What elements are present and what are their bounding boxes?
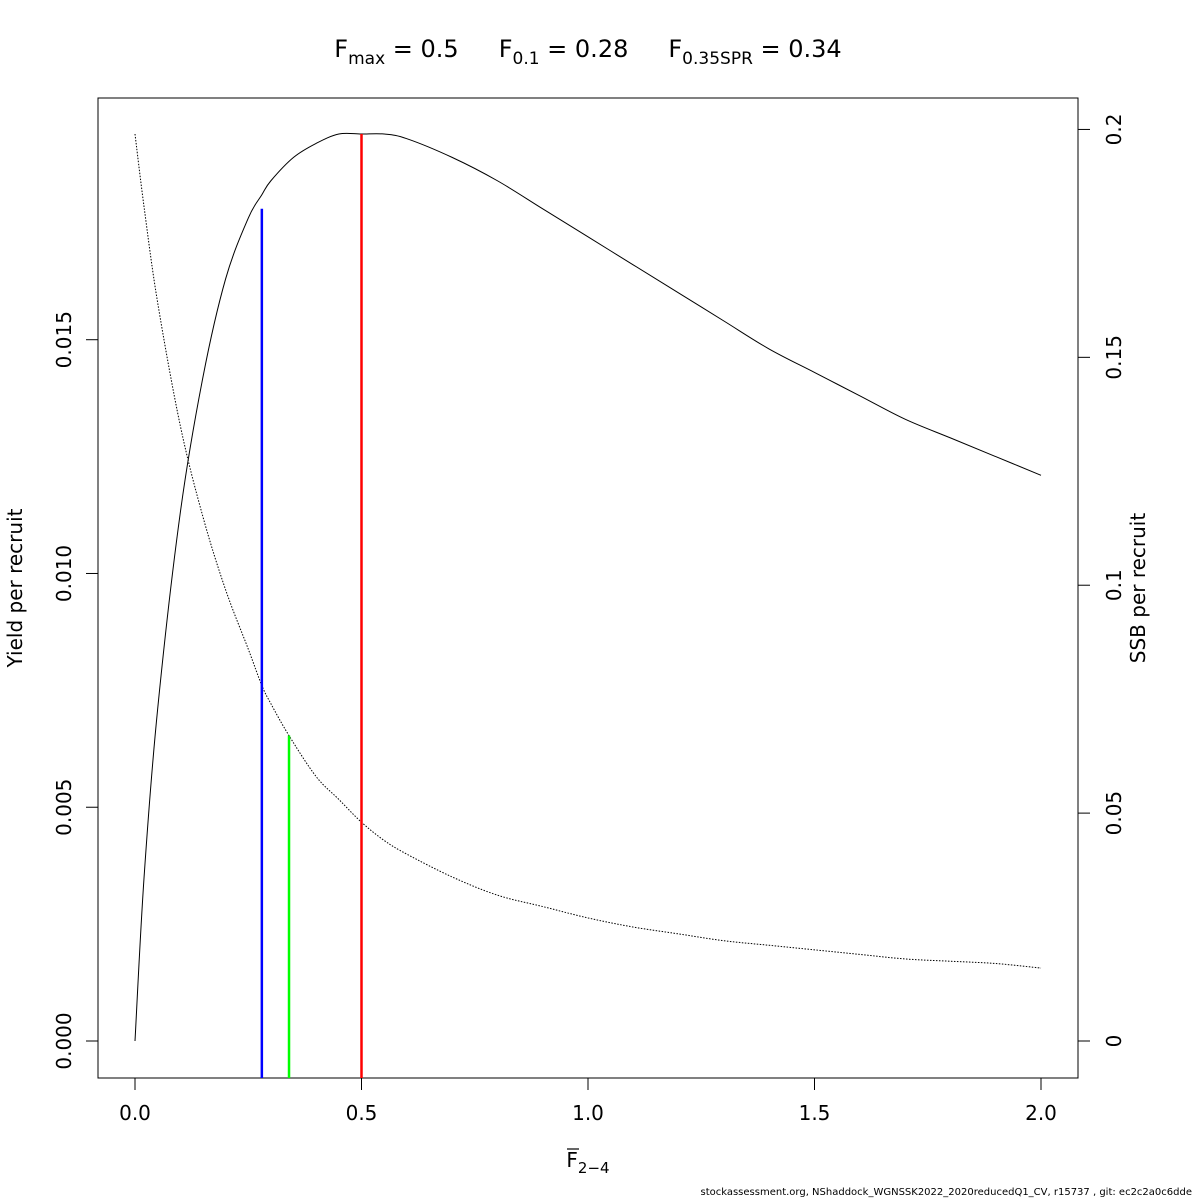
- y-tick-label: 0.015: [52, 311, 76, 368]
- y2-tick-label: 0.15: [1102, 335, 1126, 380]
- chart-title: Fmax = 0.5 F0.1 = 0.28 F0.35SPR = 0.34: [334, 35, 841, 69]
- y-axis-label: Yield per recruit: [3, 508, 27, 668]
- x-tick-label: 0.5: [346, 1101, 378, 1125]
- y2-tick-label: 0.1: [1102, 569, 1126, 601]
- y-tick-label: 0.010: [52, 545, 76, 602]
- x-tick-label: 1.5: [799, 1101, 831, 1125]
- title-fmax: Fmax = 0.5: [334, 35, 458, 69]
- y-tick-label: 0.005: [52, 779, 76, 836]
- yield-per-recruit-line: [134, 132, 1042, 1042]
- title-f01: F0.1 = 0.28: [499, 35, 629, 69]
- y2-axis-label: SSB per recruit: [1126, 513, 1150, 664]
- x-tick-label: 0.0: [119, 1101, 151, 1125]
- footer-source: stockassessment.org, NShaddock_WGNSSK202…: [700, 1187, 1192, 1198]
- reference-lines: [260, 134, 363, 1078]
- x-tick-label: 2.0: [1025, 1101, 1057, 1125]
- title-fspr: F0.35SPR = 0.34: [668, 35, 841, 69]
- ssb-per-recruit-line: [134, 133, 1042, 969]
- y-tick-label: 0.000: [52, 1012, 76, 1069]
- y-axis-right: 0 0.05 0.1 0.15 0.2: [1077, 114, 1126, 1048]
- y-axis-left: 0.000 0.005 0.010 0.015: [52, 311, 99, 1070]
- x-axis-label: F2−4: [566, 1148, 609, 1177]
- x-axis: 0.0 0.5 1.0 1.5 2.0: [119, 1077, 1057, 1125]
- y2-tick-label: 0.2: [1102, 114, 1126, 146]
- plot-frame: [97, 97, 1079, 1079]
- x-tick-label: 1.0: [572, 1101, 604, 1125]
- y2-tick-label: 0.05: [1102, 791, 1126, 836]
- y2-tick-label: 0: [1102, 1035, 1126, 1048]
- series-group: [134, 132, 1042, 1042]
